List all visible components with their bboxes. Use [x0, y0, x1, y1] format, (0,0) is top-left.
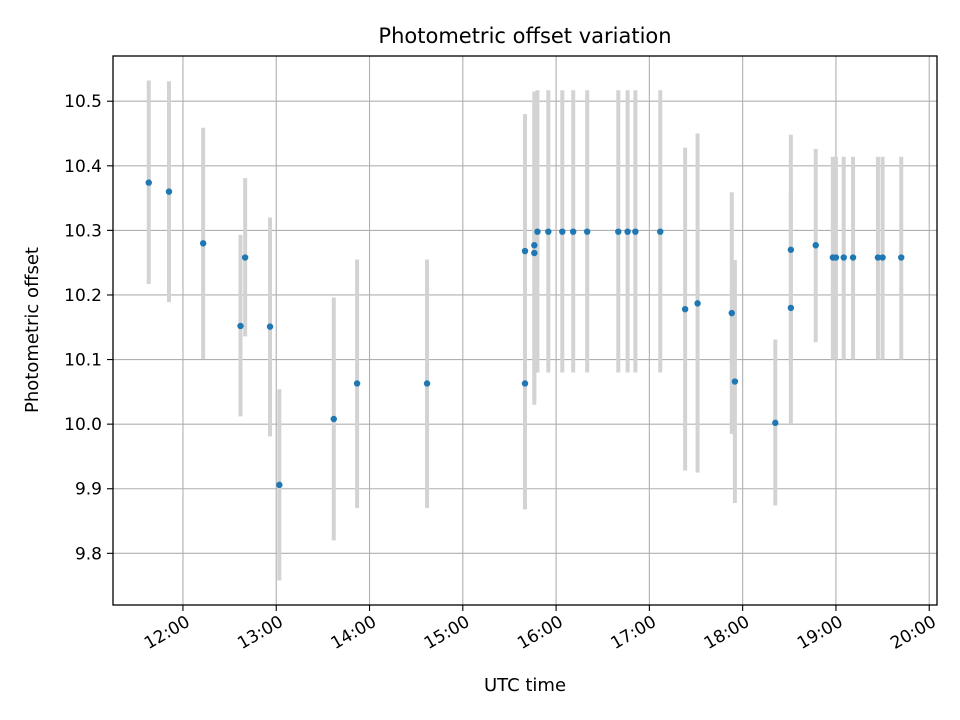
data-point [521, 247, 529, 255]
chart-title: Photometric offset variation [378, 24, 671, 48]
data-point [559, 228, 566, 235]
data-point [237, 322, 244, 330]
data-point [199, 240, 207, 247]
plot-frame [112, 55, 938, 606]
data-point [531, 249, 538, 257]
y-tick-label: 9.8 [75, 544, 102, 564]
y-axis-ticks: 9.8 9.9 10.0 10.1 10.2 10.3 10.4 10.5 [64, 92, 113, 564]
data-point [832, 254, 840, 261]
data-point [583, 228, 591, 235]
data-point [879, 254, 886, 261]
data-point [681, 305, 689, 313]
data-point [241, 254, 249, 261]
y-axis-label: Photometric offset [22, 247, 43, 413]
data-point [787, 304, 795, 312]
data-point [266, 323, 274, 330]
y-tick-label: 10.2 [64, 286, 102, 306]
data-point [898, 254, 905, 261]
x-axis-label: UTC time [484, 675, 566, 696]
data-point [812, 242, 819, 249]
data-point [694, 300, 701, 307]
data-point [569, 228, 577, 235]
y-tick-label: 9.9 [75, 480, 102, 500]
data-point [545, 228, 552, 235]
data-point [531, 242, 538, 249]
y-tick-label: 10.3 [64, 221, 102, 241]
data-point [787, 246, 795, 253]
data-point [728, 309, 735, 317]
data-point [632, 228, 639, 235]
data-point [165, 188, 173, 195]
data-point [145, 179, 152, 186]
data-point [534, 228, 541, 235]
data-point [353, 380, 361, 387]
data-point [624, 228, 631, 235]
data-point [874, 254, 882, 261]
data-point [615, 228, 622, 235]
data-point [423, 380, 431, 387]
data-point [772, 419, 779, 427]
y-tick-label: 10.1 [64, 351, 102, 371]
y-tick-label: 10.5 [64, 92, 102, 112]
data-point [840, 254, 847, 261]
data-point [276, 481, 283, 489]
data-point [330, 415, 337, 423]
data-point [521, 380, 529, 387]
y-tick-label: 10.0 [64, 415, 102, 435]
data-point [657, 228, 664, 235]
y-tick-label: 10.4 [64, 157, 102, 177]
data-points [145, 179, 905, 489]
data-point [731, 378, 739, 385]
data-point [849, 254, 857, 261]
